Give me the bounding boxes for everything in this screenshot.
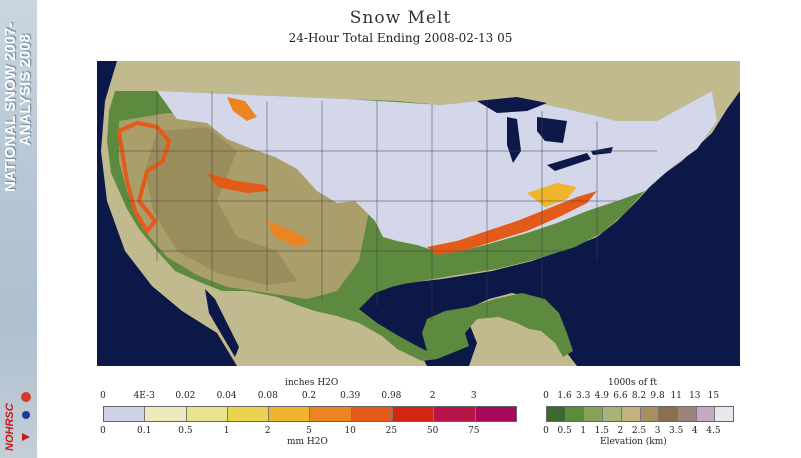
melt_legend-top-tick: 0.08 — [257, 391, 278, 401]
melt-top-unit: inches H2O — [285, 378, 339, 388]
nohrsc-logo: NOHRSC — [4, 392, 31, 451]
elev_legend-swatch-1 — [565, 407, 585, 421]
melt_legend-swatch-4 — [269, 407, 311, 421]
map-title: Snow Melt — [349, 8, 452, 28]
map-subtitle: 24-Hour Total Ending 2008-02-13 05 — [288, 31, 513, 45]
melt_legend-bottom-tick: 2 — [264, 426, 271, 436]
melt_legend-top-tick: 2 — [429, 391, 436, 401]
map-image — [97, 61, 740, 366]
melt_legend-top-tick: 3 — [470, 391, 477, 401]
melt_legend-bottom-tick: 25 — [385, 426, 398, 436]
melt-utah — [267, 221, 311, 247]
elev_legend-top-tick: 15 — [707, 391, 720, 401]
melt-band-east — [427, 191, 597, 255]
melt_legend-swatch-3 — [227, 407, 270, 421]
gulf-of-california — [205, 289, 239, 357]
elev_legend-swatch-3 — [603, 407, 622, 421]
elev_legend-top-tick: 4.9 — [594, 391, 609, 401]
melt_legend-swatch-1 — [145, 407, 187, 421]
elev_legend-swatch-8 — [696, 407, 716, 421]
melt_legend-top-tick: 0.98 — [381, 391, 402, 401]
melt_legend-bottom-tick: 5 — [306, 426, 312, 436]
elev_legend-top-tick: 0 — [543, 391, 549, 401]
melt-color-bar — [103, 406, 517, 422]
elev_legend-top-tick: 13 — [689, 391, 701, 401]
elev_legend-bottom-tick: 2.5 — [631, 426, 647, 436]
logo-text: NOHRSC — [4, 402, 16, 451]
elev_legend-swatch-4 — [621, 407, 641, 421]
melt_legend-top-tick: 0.39 — [340, 391, 361, 401]
melt_legend-swatch-8 — [434, 407, 476, 421]
snow-melt-map — [97, 61, 740, 366]
elev_legend-swatch-5 — [640, 407, 660, 421]
elev_legend-top-tick: 8.2 — [631, 391, 647, 401]
melt_legend-swatch-5 — [310, 407, 352, 421]
elev_legend-bottom-tick: 1.5 — [594, 426, 609, 436]
melt_legend-swatch-7 — [393, 407, 435, 421]
melt_legend-bottom-tick: 1 — [223, 426, 230, 436]
elev_legend-bottom-tick: 3 — [654, 426, 661, 436]
melt_legend-bottom-tick: 10 — [344, 426, 356, 436]
elev-top-unit: 1000s of ft — [608, 378, 657, 388]
product-banner: NATIONAL SNOW 2007- ANALYSIS 2008 NOHRSC — [0, 0, 37, 458]
elev_legend-top-tick: 6.6 — [613, 391, 628, 401]
lake-huron — [537, 117, 567, 143]
melt_legend-bottom-tick: 0.5 — [178, 426, 193, 436]
atlantic-ocean — [347, 91, 740, 366]
elev_legend-swatch-2 — [584, 407, 604, 421]
elev_legend-swatch-7 — [677, 407, 697, 421]
elevation-color-bar — [546, 406, 734, 422]
elev_legend-swatch-0 — [547, 407, 566, 421]
elev_legend-top-tick: 11 — [670, 391, 682, 401]
melt_legend-swatch-6 — [351, 407, 394, 421]
elev_legend-bottom-tick: 0.5 — [557, 426, 572, 436]
melt_legend-swatch-2 — [186, 407, 228, 421]
melt_legend-swatch-0 — [104, 407, 146, 421]
elev_legend-swatch-9 — [715, 407, 734, 421]
melt_legend-bottom-tick: 50 — [426, 426, 439, 436]
melt_legend-top-tick: 0 — [100, 391, 106, 401]
melt_legend-top-tick: 0.02 — [175, 391, 196, 401]
pacific-ocean — [97, 61, 237, 366]
elev_legend-bottom-tick: 4.5 — [706, 426, 721, 436]
lake-superior — [477, 97, 547, 113]
elev_legend-bottom-tick: 3.5 — [669, 426, 684, 436]
mountain-shading — [145, 127, 297, 285]
melt-bottom-unit: mm H2O — [287, 437, 328, 447]
elev_legend-top-tick: 9.8 — [650, 391, 665, 401]
melt-west-interior — [207, 173, 269, 193]
elev_legend-bottom-tick: 2 — [617, 426, 624, 436]
melt_legend-top-tick: 4E-3 — [133, 391, 155, 401]
elev-bottom-unit: Elevation (km) — [600, 437, 667, 447]
elev_legend-top-tick: 1.6 — [557, 391, 572, 401]
melt_legend-bottom-tick: 0 — [100, 426, 106, 436]
elev_legend-top-tick: 3.3 — [576, 391, 591, 401]
elev_legend-bottom-tick: 4 — [691, 426, 698, 436]
lake-michigan — [507, 117, 521, 163]
elev_legend-swatch-6 — [659, 407, 678, 421]
lake-erie — [547, 153, 591, 171]
melt_legend-swatch-9 — [475, 407, 516, 421]
melt_legend-bottom-tick: 75 — [468, 426, 480, 436]
snow-cover — [157, 91, 717, 253]
elev_legend-bottom-tick: 1 — [580, 426, 587, 436]
state-boundaries — [117, 91, 657, 321]
melt-montana — [227, 97, 257, 121]
elev_legend-bottom-tick: 0 — [543, 426, 549, 436]
melt_legend-bottom-tick: 0.1 — [137, 426, 152, 436]
melt_legend-top-tick: 0.2 — [301, 391, 317, 401]
melt_legend-top-tick: 0.04 — [216, 391, 237, 401]
